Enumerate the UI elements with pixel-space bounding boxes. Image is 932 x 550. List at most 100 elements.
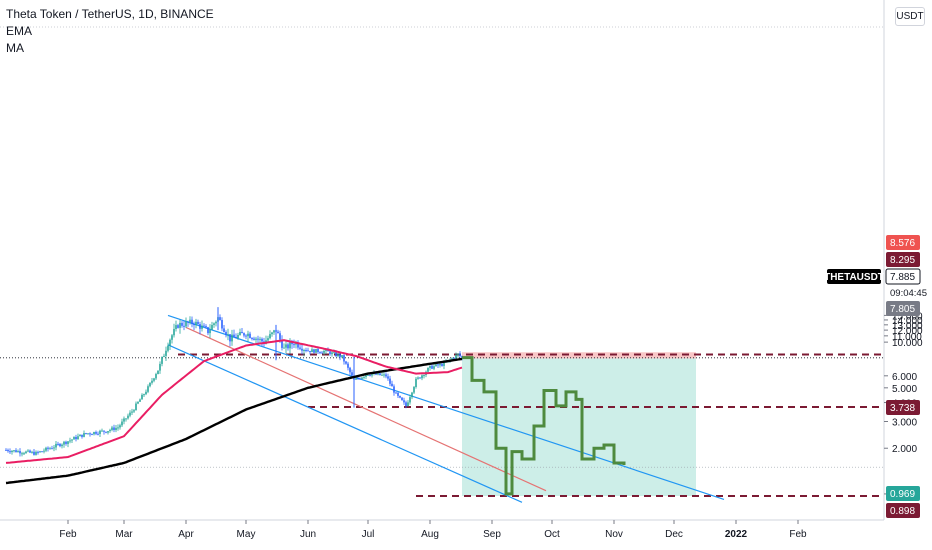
candle	[113, 424, 115, 433]
candle	[147, 384, 149, 394]
candle	[405, 400, 407, 409]
candle-body	[197, 321, 199, 325]
candle-body	[345, 361, 347, 364]
candle	[301, 343, 303, 355]
candle-body	[141, 394, 143, 400]
candle	[93, 431, 95, 436]
candle-body	[377, 373, 379, 375]
candle	[293, 339, 295, 348]
candle-body	[349, 367, 351, 373]
price-label-bg	[886, 301, 920, 316]
candle-body	[459, 353, 461, 357]
candle	[391, 380, 393, 387]
candle	[173, 323, 175, 338]
candle	[277, 329, 279, 334]
candle	[63, 440, 65, 448]
candle-body	[21, 453, 23, 455]
candle	[431, 364, 433, 370]
candle	[49, 446, 51, 450]
candle-body	[339, 354, 341, 358]
candle	[367, 374, 369, 376]
candle-body	[297, 342, 299, 348]
candle-body	[409, 397, 411, 403]
candle-body	[119, 425, 121, 428]
candle-body	[273, 330, 275, 333]
candle	[215, 320, 217, 327]
candle-body	[47, 447, 49, 449]
candle	[225, 330, 227, 338]
candle	[103, 430, 105, 435]
candle	[349, 366, 351, 375]
candle-body	[399, 395, 401, 398]
candle	[235, 333, 237, 339]
candle	[303, 348, 305, 357]
candle-body	[195, 321, 197, 326]
candle	[199, 321, 201, 335]
y-tick-label: 13.000	[892, 321, 923, 332]
candle-body	[17, 451, 19, 453]
candle-body	[61, 444, 63, 447]
candle	[365, 374, 367, 380]
candle	[221, 317, 223, 332]
candle-body	[235, 336, 237, 339]
candle	[281, 335, 283, 351]
candle-body	[413, 386, 415, 393]
candle	[9, 448, 11, 454]
candle	[357, 376, 359, 380]
symbol-tag-text: THETAUSDT	[824, 272, 884, 283]
candle-body	[323, 350, 325, 353]
candle-body	[259, 338, 261, 340]
candle-body	[143, 394, 145, 396]
candle-body	[93, 431, 95, 435]
candle-body	[315, 348, 317, 353]
legend-ema[interactable]: EMA	[6, 24, 33, 38]
candle	[409, 394, 411, 405]
candle	[395, 391, 397, 394]
candle	[347, 361, 349, 371]
candle	[189, 316, 191, 325]
candle-body	[15, 450, 17, 453]
candle-body	[417, 377, 419, 379]
candle-body	[351, 372, 353, 376]
candle	[321, 351, 323, 354]
price-label-text: 8.295	[890, 255, 915, 266]
candle	[213, 322, 215, 328]
x-tick-label: Jul	[362, 529, 375, 540]
chart-legend: Theta Token / TetherUS, 1D, BINANCE EMA …	[6, 6, 214, 57]
x-tick-label: 2022	[725, 529, 748, 540]
candle-body	[51, 448, 53, 450]
candle-body	[179, 322, 181, 328]
candle	[11, 450, 13, 455]
candle-body	[13, 450, 15, 452]
candle-body	[451, 358, 453, 360]
candle-body	[393, 386, 395, 393]
candle-body	[441, 363, 443, 366]
candle-body	[367, 374, 369, 376]
candle	[67, 441, 69, 448]
candle-body	[91, 434, 93, 436]
candle-body	[419, 377, 421, 379]
candle	[413, 386, 415, 394]
symbol-tag: THETAUSDT	[824, 269, 884, 284]
candle	[191, 316, 193, 328]
candle-body	[277, 331, 279, 334]
candle-body	[111, 427, 113, 430]
legend-ma[interactable]: MA	[6, 41, 24, 55]
candle-body	[121, 421, 123, 426]
candle-body	[159, 363, 161, 371]
candle	[7, 448, 9, 453]
currency-button[interactable]: USDT	[895, 7, 925, 26]
candle-body	[59, 444, 61, 447]
candle	[23, 451, 25, 456]
candle-body	[167, 345, 169, 351]
candle-body	[455, 354, 457, 359]
candle-body	[55, 443, 57, 448]
price-label-bg	[885, 268, 921, 285]
price-label-level: 0.898	[886, 503, 920, 518]
candle-body	[269, 334, 271, 339]
candle	[101, 428, 103, 432]
candle-body	[405, 402, 407, 407]
candle	[97, 431, 99, 436]
